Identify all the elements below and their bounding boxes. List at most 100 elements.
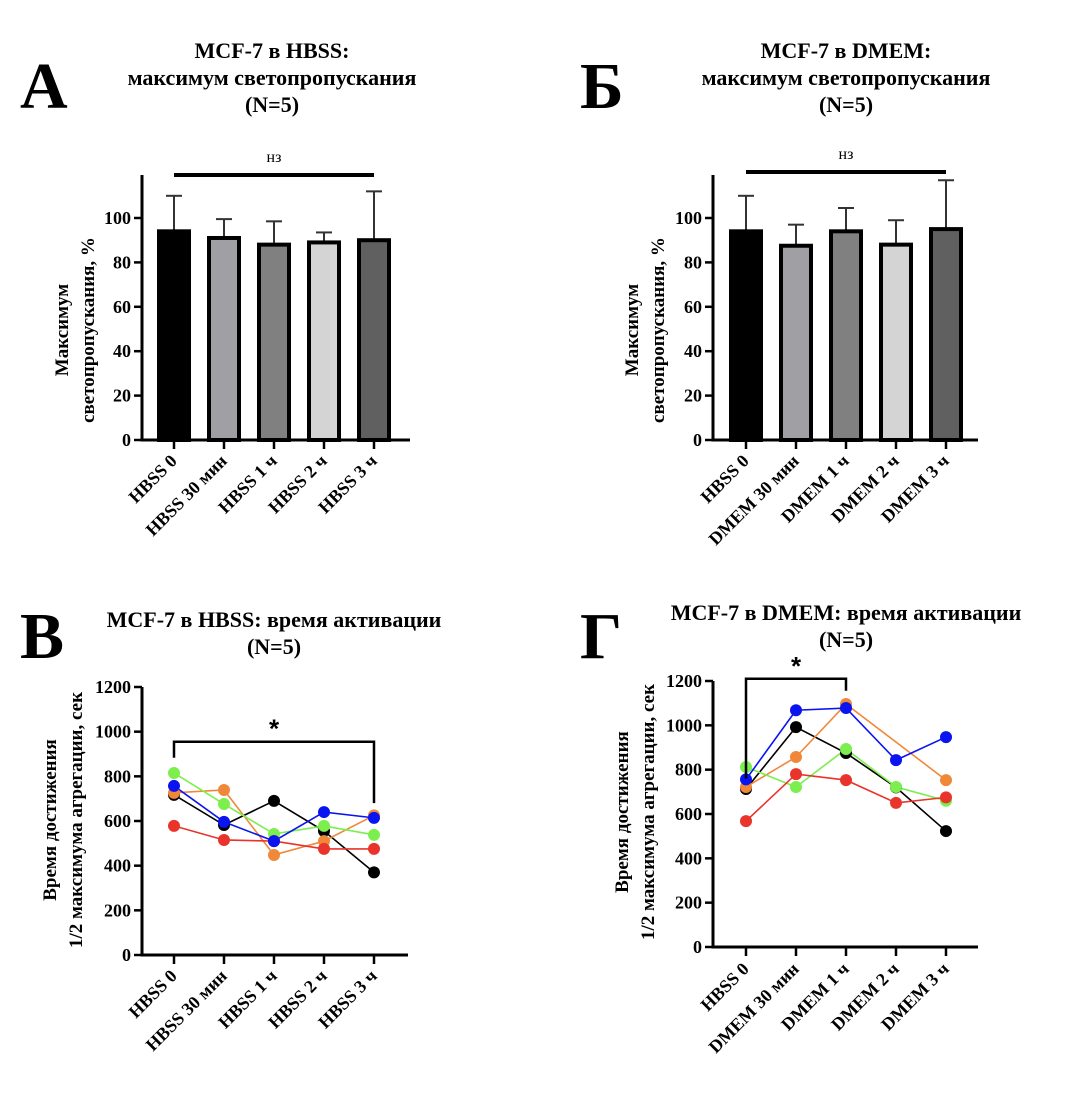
y-axis-label: 1/2 максимума агрегации, сек <box>638 684 659 940</box>
y-tick-label: 20 <box>113 386 131 406</box>
data-point-green <box>890 780 902 793</box>
bar <box>829 229 863 442</box>
series-line-orange <box>745 702 947 788</box>
data-point-green <box>318 819 330 832</box>
bar <box>257 242 291 442</box>
y-axis-label: 1/2 максимума агрегации, сек <box>66 692 87 948</box>
y-tick-label: 0 <box>122 430 131 450</box>
panel-letter: В <box>20 600 64 673</box>
data-point-red <box>218 833 230 846</box>
panel-letter: Г <box>580 600 622 673</box>
panel-4: Г MCF-7 в DMEM: время активации(N=5) Время… <box>580 600 1022 1057</box>
data-point-black <box>940 825 952 838</box>
bar <box>879 242 913 442</box>
data-point-red <box>318 842 330 855</box>
y-tick-label: 1000 <box>95 722 131 742</box>
y-tick-label: 60 <box>113 297 131 317</box>
data-point-blue <box>840 702 852 715</box>
bar <box>307 240 341 442</box>
data-point-green <box>368 828 380 841</box>
y-tick-label: 1000 <box>666 715 702 735</box>
chart-title-line: максимум светопропускания <box>702 65 991 90</box>
significance-label: нз <box>267 149 282 166</box>
data-point-red <box>740 815 752 828</box>
y-tick-label: 600 <box>675 804 702 824</box>
data-point-black <box>368 866 380 879</box>
data-point-blue <box>168 779 180 792</box>
y-tick-label: 1200 <box>95 677 131 697</box>
data-point-red <box>940 791 952 804</box>
y-tick-label: 600 <box>104 811 131 831</box>
data-point-blue <box>218 815 230 828</box>
panel-1: А MCF-7 в HBSS:максимум светопропускания(… <box>20 38 416 540</box>
y-tick-label: 200 <box>675 893 702 913</box>
data-point-black <box>268 794 280 807</box>
bar <box>779 243 813 442</box>
y-tick-label: 1200 <box>666 671 702 691</box>
y-tick-label: 40 <box>684 341 702 361</box>
x-tick-label: DMEM 30 мин <box>705 451 803 549</box>
panel-2: Б MCF-7 в DMEM:максимум светопропускания(… <box>580 38 990 549</box>
data-point-red <box>368 842 380 855</box>
data-point-blue <box>940 731 952 744</box>
data-point-blue <box>368 811 380 824</box>
y-tick-label: 0 <box>693 430 702 450</box>
bar <box>357 238 391 442</box>
bar <box>929 227 963 442</box>
chart-title-line: (N=5) <box>247 634 301 659</box>
y-tick-label: 0 <box>122 945 131 965</box>
data-point-orange <box>790 751 802 764</box>
y-tick-label: 60 <box>684 297 702 317</box>
y-tick-label: 40 <box>113 341 131 361</box>
chart-title-line: MCF-7 в DMEM: время активации <box>671 600 1022 625</box>
y-axis-label: Время достижения <box>40 739 61 901</box>
data-point-red <box>168 819 180 832</box>
y-tick-label: 80 <box>684 252 702 272</box>
data-point-red <box>840 774 852 787</box>
data-point-green <box>168 766 180 779</box>
data-point-blue <box>790 704 802 717</box>
data-point-red <box>890 796 902 809</box>
y-tick-label: 0 <box>693 937 702 957</box>
bar <box>207 235 241 442</box>
data-point-green <box>218 798 230 811</box>
significance-bracket <box>172 740 376 804</box>
chart-title-line: максимум светопропускания <box>128 65 417 90</box>
y-axis-label: светопропускания, % <box>648 237 669 423</box>
panel-letter: А <box>20 50 68 123</box>
data-point-blue <box>890 754 902 767</box>
data-point-orange <box>218 783 230 796</box>
bar <box>729 229 763 442</box>
chart-title-line: (N=5) <box>819 627 873 652</box>
data-point-green <box>840 743 852 756</box>
significance-label: нз <box>839 146 854 163</box>
y-tick-label: 100 <box>104 208 131 228</box>
y-axis-label: Максимум <box>622 284 643 376</box>
y-tick-label: 20 <box>684 386 702 406</box>
data-point-red <box>790 768 802 781</box>
data-point-black <box>790 721 802 734</box>
chart-title-line: MCF-7 в HBSS: время активации <box>107 607 442 632</box>
data-point-blue <box>318 806 330 819</box>
panel-3: В MCF-7 в HBSS: время активации(N=5) Время… <box>20 600 442 1055</box>
data-point-blue <box>740 773 752 786</box>
y-axis-label: Время достижения <box>612 731 633 893</box>
y-tick-label: 400 <box>675 848 702 868</box>
chart-title-line: MCF-7 в DMEM: <box>761 38 932 63</box>
data-point-orange <box>268 848 280 861</box>
chart-title-line: (N=5) <box>245 92 299 117</box>
x-tick-label: DMEM 30 мин <box>705 959 803 1057</box>
y-axis-label: светопропускания, % <box>78 237 99 423</box>
y-tick-label: 100 <box>675 208 702 228</box>
panel-letter: Б <box>580 50 624 123</box>
y-tick-label: 800 <box>104 766 131 786</box>
data-point-green <box>790 780 802 793</box>
y-tick-label: 80 <box>113 252 131 272</box>
y-axis-label: Максимум <box>52 284 73 376</box>
bar <box>157 229 191 442</box>
data-point-blue <box>268 835 280 848</box>
significance-star: * <box>269 714 280 744</box>
y-tick-label: 200 <box>104 900 131 920</box>
y-tick-label: 400 <box>104 856 131 876</box>
